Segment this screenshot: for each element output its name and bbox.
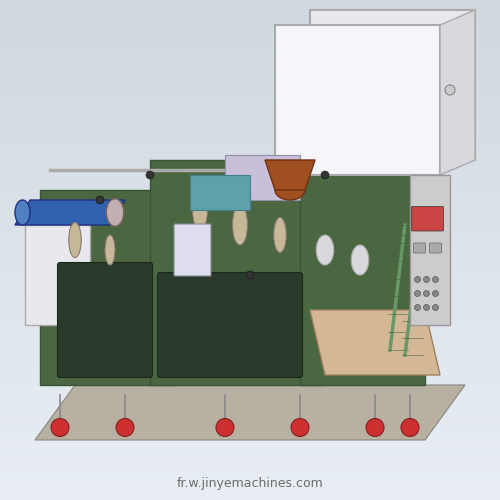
Circle shape bbox=[414, 290, 420, 296]
FancyBboxPatch shape bbox=[430, 243, 442, 253]
Circle shape bbox=[424, 290, 430, 296]
Circle shape bbox=[246, 271, 254, 279]
Circle shape bbox=[366, 418, 384, 436]
Polygon shape bbox=[440, 10, 475, 175]
Circle shape bbox=[321, 171, 329, 179]
Polygon shape bbox=[300, 150, 425, 385]
Text: fr.w.jinyemachines.com: fr.w.jinyemachines.com bbox=[176, 477, 324, 490]
Polygon shape bbox=[410, 175, 450, 325]
Polygon shape bbox=[15, 200, 125, 225]
Circle shape bbox=[424, 304, 430, 310]
Polygon shape bbox=[265, 160, 315, 190]
Ellipse shape bbox=[106, 198, 124, 226]
Circle shape bbox=[216, 418, 234, 436]
Circle shape bbox=[116, 418, 134, 436]
Circle shape bbox=[414, 304, 420, 310]
Circle shape bbox=[445, 85, 455, 95]
Polygon shape bbox=[150, 160, 325, 385]
Polygon shape bbox=[40, 190, 175, 385]
FancyBboxPatch shape bbox=[414, 243, 426, 253]
Ellipse shape bbox=[275, 180, 305, 200]
Polygon shape bbox=[310, 310, 440, 375]
Ellipse shape bbox=[232, 205, 248, 245]
FancyBboxPatch shape bbox=[412, 206, 444, 231]
Polygon shape bbox=[310, 10, 475, 160]
Polygon shape bbox=[25, 225, 90, 325]
Polygon shape bbox=[275, 25, 440, 175]
Ellipse shape bbox=[192, 190, 208, 230]
Ellipse shape bbox=[15, 200, 30, 225]
FancyBboxPatch shape bbox=[174, 224, 211, 276]
Ellipse shape bbox=[69, 222, 81, 258]
Circle shape bbox=[51, 418, 69, 436]
Polygon shape bbox=[190, 175, 250, 210]
Ellipse shape bbox=[274, 218, 286, 252]
Circle shape bbox=[414, 276, 420, 282]
Ellipse shape bbox=[351, 245, 369, 275]
Circle shape bbox=[146, 171, 154, 179]
FancyBboxPatch shape bbox=[58, 262, 152, 378]
Circle shape bbox=[432, 276, 438, 282]
Circle shape bbox=[401, 418, 419, 436]
Ellipse shape bbox=[316, 235, 334, 265]
Circle shape bbox=[96, 196, 104, 204]
Polygon shape bbox=[225, 155, 300, 200]
Circle shape bbox=[424, 276, 430, 282]
Circle shape bbox=[291, 418, 309, 436]
Polygon shape bbox=[35, 385, 465, 440]
Ellipse shape bbox=[105, 235, 115, 265]
FancyBboxPatch shape bbox=[158, 272, 302, 378]
Circle shape bbox=[432, 304, 438, 310]
Ellipse shape bbox=[332, 311, 347, 339]
Circle shape bbox=[432, 290, 438, 296]
